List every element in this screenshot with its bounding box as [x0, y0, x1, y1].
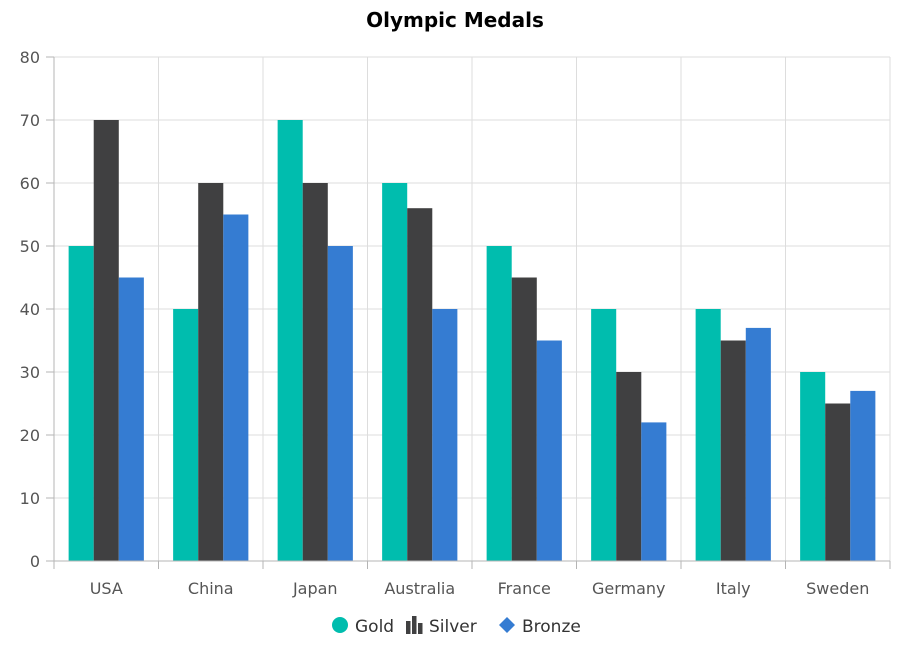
x-tick-label: Sweden: [806, 579, 869, 598]
bar-gold-australia: [382, 183, 408, 561]
bar-bronze-italy: [745, 327, 771, 561]
bar-silver-china: [198, 183, 224, 561]
bar-bronze-germany: [641, 422, 667, 561]
y-tick-label: 70: [20, 111, 40, 130]
x-tick-label: Australia: [384, 579, 455, 598]
bar-silver-australia: [407, 208, 433, 561]
legend-label: Silver: [429, 617, 477, 637]
bar-silver-usa: [93, 120, 119, 561]
bar-gold-italy: [695, 309, 721, 561]
bar-silver-japan: [302, 183, 328, 561]
circle-icon: [332, 617, 348, 633]
chart-title: Olympic Medals: [366, 8, 544, 32]
bar-bronze-sweden: [850, 390, 876, 561]
diamond-icon: [499, 617, 515, 633]
bar-gold-usa: [68, 246, 94, 561]
y-tick-label: 30: [20, 363, 40, 382]
bar-bronze-china: [223, 214, 249, 561]
bar-chart-icon: [406, 616, 423, 634]
y-tick-label: 10: [20, 489, 40, 508]
bar-bronze-japan: [327, 246, 353, 561]
legend-item-silver[interactable]: Silver: [406, 616, 477, 637]
bar-bronze-australia: [432, 309, 458, 561]
bar-silver-italy: [720, 340, 746, 561]
bar-gold-sweden: [800, 372, 826, 561]
y-tick-label: 0: [30, 552, 40, 571]
x-tick-label: Japan: [292, 579, 338, 598]
x-tick-label: France: [498, 579, 551, 598]
x-tick-label: China: [188, 579, 234, 598]
bar-silver-sweden: [825, 403, 851, 561]
bar-bronze-france: [536, 340, 562, 561]
axes: 0 10 20 30 40 50 60 70 80 USA China Japan Australia F…: [20, 48, 891, 598]
y-tick-label: 80: [20, 48, 40, 67]
y-tick-label: 50: [20, 237, 40, 256]
x-tick-label: USA: [90, 579, 123, 598]
legend-item-bronze[interactable]: Bronze: [499, 617, 581, 637]
x-tick-label: Germany: [592, 579, 666, 598]
y-tick-label: 60: [20, 174, 40, 193]
bar-gold-china: [173, 309, 199, 561]
bar-gold-france: [486, 246, 512, 561]
legend-item-gold[interactable]: Gold: [332, 617, 394, 637]
gridlines: [54, 56, 891, 561]
bar-gold-germany: [591, 309, 617, 561]
bar-silver-germany: [616, 372, 642, 561]
legend: Gold Silver Bronze: [332, 616, 581, 637]
bars: [68, 120, 876, 561]
bar-bronze-usa: [118, 277, 144, 561]
legend-label: Bronze: [522, 617, 581, 637]
legend-label: Gold: [355, 617, 394, 637]
y-tick-label: 40: [20, 300, 40, 319]
bar-silver-france: [511, 277, 537, 561]
x-tick-label: Italy: [716, 579, 751, 598]
bar-gold-japan: [277, 120, 303, 561]
y-tick-label: 20: [20, 426, 40, 445]
